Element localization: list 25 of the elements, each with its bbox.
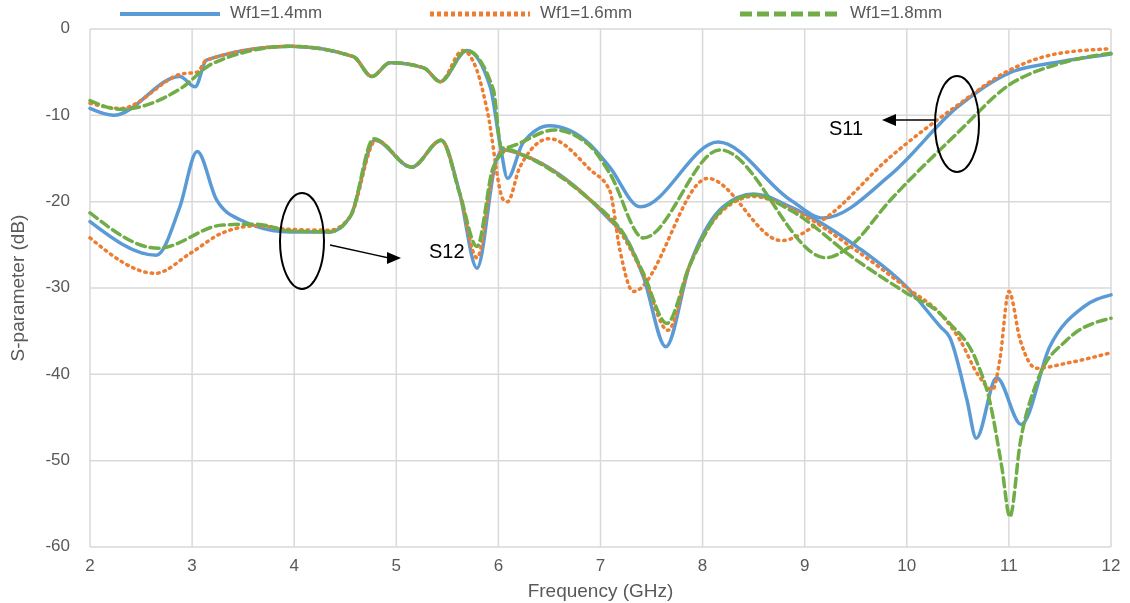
y-tick-label: -20	[45, 191, 70, 211]
y-tick-label: -60	[45, 536, 70, 556]
x-tick-label: 2	[85, 556, 95, 575]
y-tick-label: -10	[45, 104, 70, 124]
x-axis-title: Frequency (GHz)	[527, 580, 674, 601]
y-tick-label: -50	[45, 450, 70, 470]
x-tick-label: 5	[391, 556, 402, 575]
x-tick-label: 3	[187, 556, 197, 575]
x-tick-label: 4	[289, 556, 299, 575]
legend-label: Wf1=1.6mm	[540, 3, 633, 23]
x-tick-label: 12	[1101, 556, 1121, 575]
x-tick-label: 11	[1000, 556, 1018, 575]
y-axis-title: S-parameter (dB)	[7, 214, 28, 362]
x-tick-label: 6	[493, 556, 504, 575]
y-tick-label: -30	[45, 277, 70, 297]
series-label: Wf1=1.4mm	[230, 3, 323, 23]
y-tick-label: 0	[60, 18, 70, 38]
x-tick-label: 10	[897, 556, 917, 575]
x-tick-label: 9	[799, 556, 810, 575]
y-tick-label: -40	[45, 363, 70, 383]
annotation: S12	[429, 240, 465, 263]
legend-label: Wf1=1.8mm	[850, 3, 943, 23]
x-tick-label: 8	[697, 556, 708, 575]
x-tick-label: 7	[595, 556, 606, 575]
annotation: S11	[828, 117, 864, 140]
